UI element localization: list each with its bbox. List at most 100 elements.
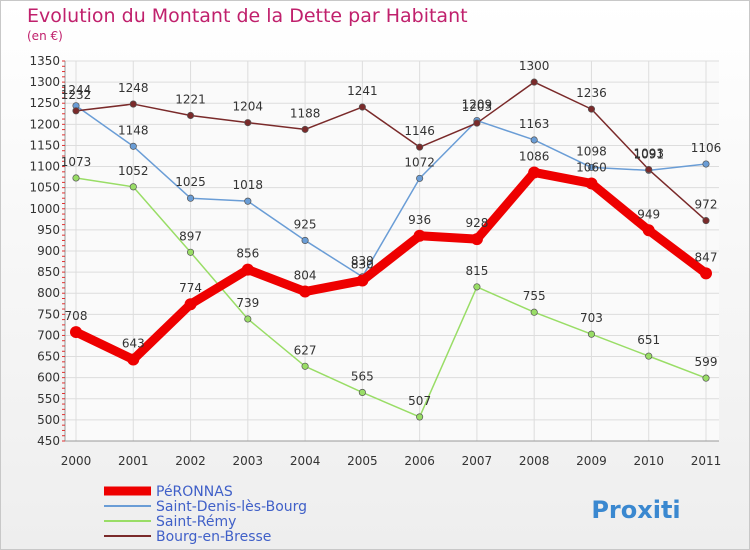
- data-label: 565: [351, 369, 374, 383]
- data-point: [244, 315, 252, 323]
- data-label: 1163: [519, 117, 550, 131]
- data-label: 1025: [175, 175, 206, 189]
- data-point: [244, 197, 252, 205]
- series-line: [71, 167, 711, 365]
- data-label: 936: [408, 213, 431, 227]
- data-point: [356, 274, 369, 287]
- x-tick-label: 2007: [462, 454, 493, 468]
- y-tick-label: 1050: [29, 181, 60, 195]
- y-tick-label: 450: [37, 434, 60, 448]
- data-label: 1072: [404, 155, 435, 169]
- data-label: 1052: [118, 164, 149, 178]
- data-label: 703: [580, 311, 603, 325]
- y-tick-label: 550: [37, 392, 60, 406]
- data-point: [530, 136, 538, 144]
- data-label: 839: [351, 254, 374, 268]
- data-label: 1106: [691, 141, 722, 155]
- data-label: 1244: [61, 83, 92, 97]
- x-tick-label: 2011: [691, 454, 722, 468]
- y-tick-label: 1350: [29, 54, 60, 68]
- data-label: 1300: [519, 59, 550, 73]
- data-label: 815: [465, 264, 488, 278]
- data-point: [186, 248, 195, 256]
- data-point: [186, 194, 195, 202]
- data-point: [587, 105, 596, 113]
- data-label: 755: [523, 289, 546, 303]
- data-label: 1188: [290, 106, 321, 120]
- data-label: 708: [65, 309, 88, 323]
- data-label: 774: [179, 281, 202, 295]
- data-point: [528, 166, 541, 179]
- y-tick-label: 700: [37, 328, 60, 342]
- data-point: [129, 183, 137, 191]
- chart-subtitle: (en €): [27, 29, 63, 43]
- data-label: 1232: [61, 88, 92, 102]
- data-point: [587, 163, 596, 171]
- data-point: [241, 263, 254, 276]
- data-label: 1060: [576, 160, 607, 174]
- data-point: [645, 352, 653, 360]
- data-label: 1248: [118, 81, 149, 95]
- y-tick-label: 500: [37, 413, 60, 427]
- y-tick-label: 1200: [29, 117, 60, 131]
- y-tick-label: 1150: [29, 138, 60, 152]
- x-tick-label: 2001: [118, 454, 149, 468]
- data-label: 972: [695, 198, 718, 212]
- y-tick-label: 650: [37, 350, 60, 364]
- data-point: [473, 283, 481, 291]
- data-label: 1236: [576, 86, 607, 100]
- data-point: [413, 229, 426, 242]
- data-point: [186, 111, 195, 120]
- data-label: 599: [695, 355, 718, 369]
- y-tick-label: 1100: [29, 160, 60, 174]
- y-tick-label: 950: [37, 223, 60, 237]
- series-line: [75, 105, 707, 278]
- series-line: [75, 81, 707, 222]
- data-point: [416, 174, 424, 182]
- data-label: 949: [637, 207, 660, 221]
- data-point: [301, 362, 309, 370]
- data-point: [244, 119, 252, 127]
- data-label: 1221: [175, 92, 206, 106]
- data-label: 925: [294, 217, 317, 231]
- data-point: [72, 174, 80, 182]
- data-point: [127, 353, 140, 366]
- data-label: 1018: [233, 178, 264, 192]
- y-tick-label: 600: [37, 371, 60, 385]
- y-tick-label: 750: [37, 307, 60, 321]
- data-point: [470, 233, 483, 246]
- x-tick-label: 2004: [290, 454, 321, 468]
- legend-label: Saint-Denis-lès-Bourg: [156, 499, 307, 515]
- x-tick-label: 2006: [404, 454, 435, 468]
- data-label: 643: [122, 337, 145, 351]
- x-tick-label: 2002: [175, 454, 206, 468]
- data-label: 928: [465, 216, 488, 230]
- data-label: 1148: [118, 123, 149, 137]
- data-point: [72, 107, 80, 115]
- data-label: 1086: [519, 149, 550, 163]
- data-point: [645, 165, 653, 174]
- x-tick-label: 2000: [61, 454, 92, 468]
- data-label: 651: [637, 333, 660, 347]
- data-point: [129, 142, 137, 150]
- legend-label: Bourg-en-Bresse: [156, 529, 271, 545]
- x-tick-label: 2005: [347, 454, 378, 468]
- data-point: [585, 177, 598, 190]
- data-point: [70, 326, 82, 339]
- data-point: [301, 236, 309, 244]
- data-label: 856: [236, 247, 259, 261]
- data-point: [700, 267, 712, 280]
- y-tick-label: 850: [37, 265, 60, 279]
- data-point: [702, 374, 710, 382]
- series-line: [75, 177, 707, 418]
- chart-title: Evolution du Montant de la Dette par Hab…: [27, 5, 468, 27]
- y-tick-label: 800: [37, 286, 60, 300]
- data-point: [416, 413, 424, 421]
- data-label: 739: [236, 296, 259, 310]
- data-label: 804: [294, 269, 317, 283]
- data-point: [530, 78, 538, 86]
- data-point: [129, 100, 137, 108]
- data-label: 1241: [347, 84, 378, 98]
